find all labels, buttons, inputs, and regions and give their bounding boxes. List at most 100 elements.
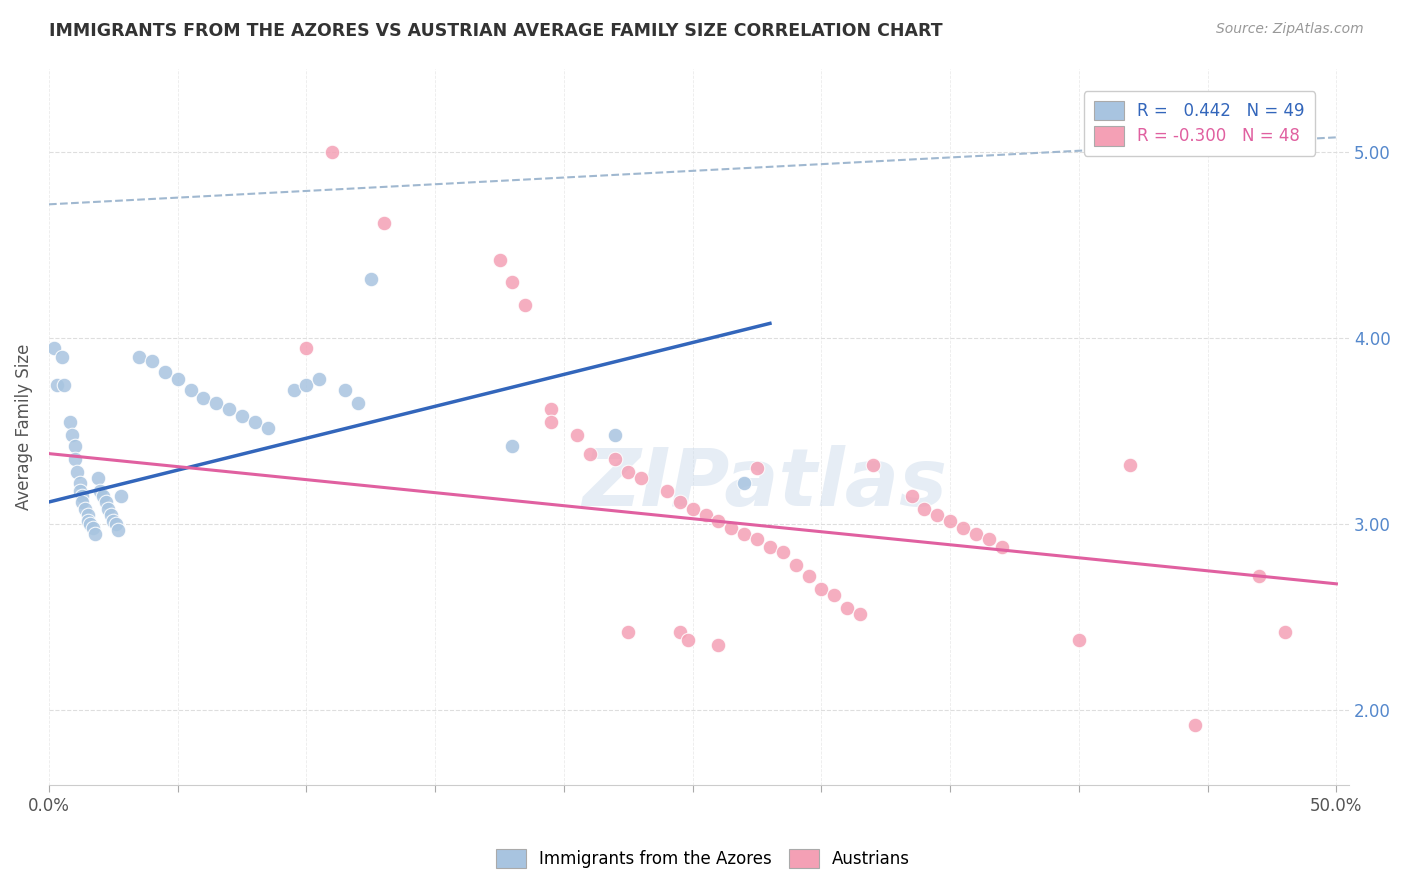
Point (166, 372, 188, 386)
Point (759, 540, 782, 554)
Point (1184, 718, 1206, 732)
Point (682, 502, 704, 516)
Point (243, 415, 266, 429)
Point (205, 396, 228, 410)
Point (295, 341, 318, 355)
Point (321, 145, 343, 160)
Point (849, 607, 872, 621)
Point (51, 350, 73, 364)
Point (772, 545, 794, 559)
Point (73, 502, 96, 516)
Point (63, 452, 86, 467)
Point (837, 601, 859, 615)
Point (965, 526, 987, 541)
Text: IMMIGRANTS FROM THE AZORES VS AUSTRIAN AVERAGE FAMILY SIZE CORRELATION CHART: IMMIGRANTS FROM THE AZORES VS AUSTRIAN A… (49, 22, 943, 40)
Point (605, 428, 627, 442)
Point (733, 526, 755, 541)
Point (45, 377, 67, 392)
Legend: Immigrants from the Azores, Austrians: Immigrants from the Azores, Austrians (489, 842, 917, 875)
Point (617, 465, 640, 479)
Point (1119, 458, 1142, 472)
Point (823, 588, 845, 602)
Point (733, 476, 755, 491)
Point (97, 502, 120, 516)
Point (66, 465, 89, 479)
Point (76, 508, 98, 522)
Point (231, 409, 253, 424)
Point (373, 216, 395, 230)
Point (862, 458, 884, 472)
Point (707, 514, 730, 528)
Point (72, 495, 94, 509)
Point (669, 495, 692, 509)
Point (94, 495, 117, 509)
Point (669, 625, 692, 640)
Point (308, 372, 330, 386)
Point (488, 253, 510, 268)
Point (617, 625, 640, 640)
Point (952, 521, 974, 535)
Point (939, 514, 962, 528)
Point (180, 384, 202, 398)
Point (655, 483, 678, 498)
Point (91, 490, 114, 504)
Point (745, 532, 768, 546)
Point (515, 298, 537, 312)
Point (540, 401, 562, 416)
Point (69, 476, 91, 491)
Point (53, 377, 76, 392)
Text: ZIPatlas: ZIPatlas (582, 445, 946, 523)
Point (977, 532, 1000, 546)
Point (1274, 625, 1296, 640)
Point (128, 350, 150, 364)
Point (745, 461, 768, 475)
Point (72, 490, 94, 504)
Point (82, 521, 104, 535)
Point (347, 396, 370, 410)
Point (58, 415, 80, 429)
Y-axis label: Average Family Size: Average Family Size (15, 343, 32, 510)
Point (676, 632, 699, 647)
Point (79, 517, 101, 532)
Legend: R =   0.442   N = 49, R = -0.300   N = 48: R = 0.442 N = 49, R = -0.300 N = 48 (1084, 91, 1315, 155)
Point (900, 490, 922, 504)
Point (110, 490, 132, 504)
Point (707, 638, 730, 652)
Point (360, 271, 382, 285)
Point (84, 526, 107, 541)
Point (103, 514, 125, 528)
Point (193, 391, 215, 405)
Point (104, 517, 127, 532)
Point (295, 377, 318, 392)
Point (540, 415, 562, 429)
Point (256, 420, 278, 434)
Point (333, 384, 356, 398)
Point (912, 502, 935, 516)
Point (810, 582, 832, 597)
Point (565, 428, 588, 442)
Point (218, 401, 240, 416)
Point (785, 558, 807, 573)
Point (695, 508, 717, 522)
Point (60, 428, 83, 442)
Point (107, 523, 129, 537)
Point (720, 521, 742, 535)
Point (797, 569, 820, 583)
Point (605, 452, 627, 467)
Point (153, 365, 176, 379)
Text: Source: ZipAtlas.com: Source: ZipAtlas.com (1216, 22, 1364, 37)
Point (42, 341, 65, 355)
Point (927, 508, 949, 522)
Point (100, 508, 122, 522)
Point (141, 353, 163, 368)
Point (87, 471, 110, 485)
Point (1249, 569, 1271, 583)
Point (69, 483, 91, 498)
Point (76, 514, 98, 528)
Point (578, 447, 600, 461)
Point (63, 439, 86, 453)
Point (501, 276, 523, 290)
Point (990, 540, 1012, 554)
Point (630, 471, 652, 485)
Point (1067, 632, 1090, 647)
